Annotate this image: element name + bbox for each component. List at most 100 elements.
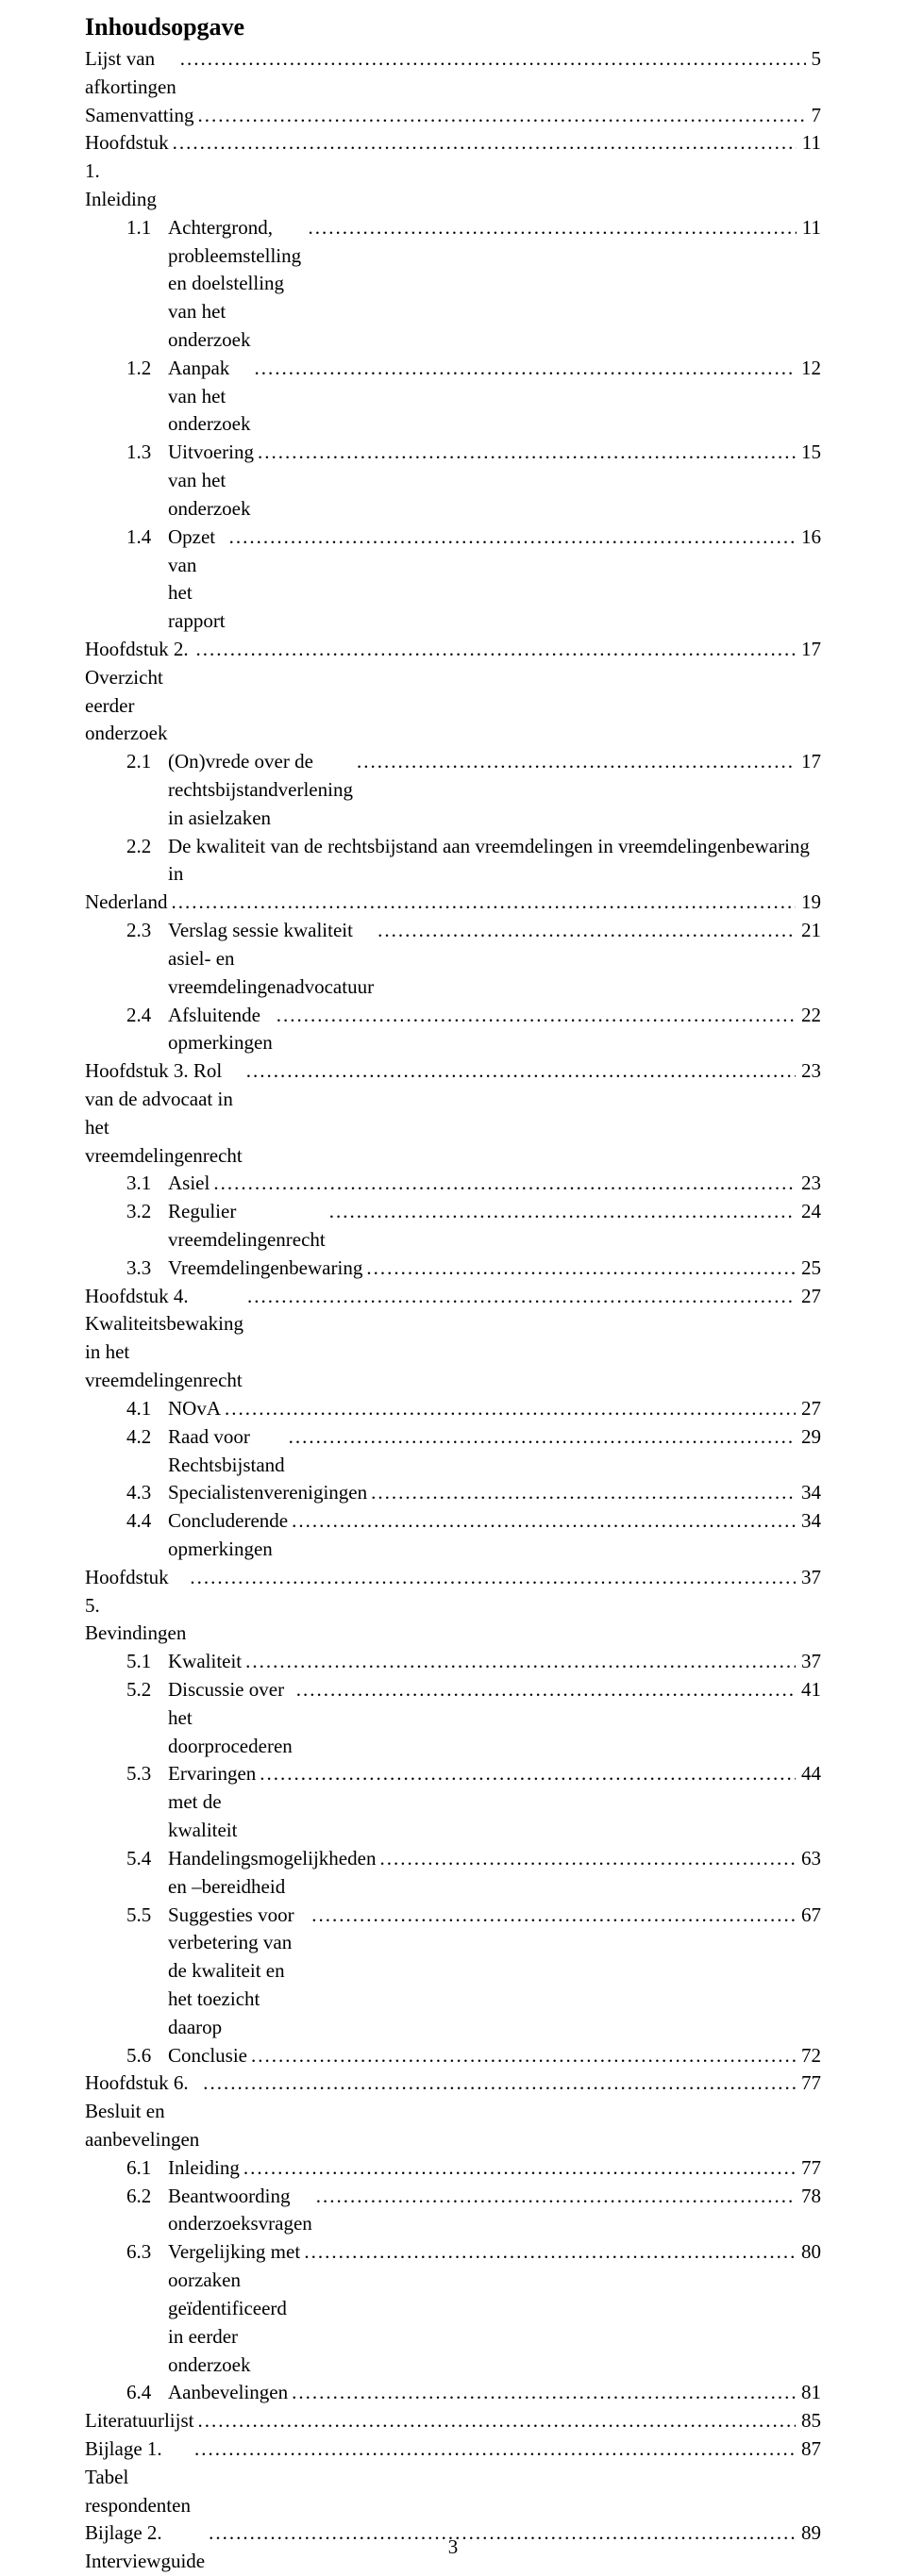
toc-entry-page: 22: [799, 1002, 821, 1030]
toc-entry-page: 12: [799, 355, 821, 383]
toc-entry-label: Lijst van afkortingen: [85, 45, 176, 102]
toc-entry-number: 5.3: [126, 1760, 168, 1788]
toc-entry-number: 5.2: [126, 1676, 168, 1704]
toc-entry-page: 27: [799, 1283, 821, 1311]
toc-entry-number: 5.4: [126, 1845, 168, 1873]
toc-entry-label: Kwaliteit: [168, 1648, 242, 1676]
toc-leader: [277, 1002, 796, 1030]
toc-leader: [258, 439, 796, 467]
toc-entry-page: 87: [799, 2435, 821, 2464]
toc-entry-number: 1.4: [126, 524, 168, 552]
toc-leader: [251, 2042, 796, 2070]
toc-entry-number: 6.4: [126, 2379, 168, 2407]
toc-entry: 2.2De kwaliteit van de rechtsbijstand aa…: [85, 833, 821, 889]
toc-entry: 6.3Vergelijking met oorzaken geïdentific…: [85, 2238, 821, 2379]
toc-entry: 3.1Asiel23: [85, 1170, 821, 1198]
toc-entry-number: 5.6: [126, 2042, 168, 2070]
toc-entry-label: Hoofdstuk 4. Kwaliteitsbewaking in het v…: [85, 1283, 243, 1395]
toc-entry-label: Ervaringen met de kwaliteit: [168, 1760, 256, 1844]
toc-entry-page: 7: [810, 102, 822, 130]
toc-entry: 1.3Uitvoering van het onderzoek15: [85, 439, 821, 523]
toc-entry: 3.2Regulier vreemdelingenrecht24: [85, 1198, 821, 1255]
toc-entry-page: 37: [799, 1648, 821, 1676]
toc-entry: Samenvatting7: [85, 102, 821, 130]
toc-leader: [329, 1198, 796, 1226]
toc-entry: 4.3Specialistenverenigingen34: [85, 1479, 821, 1507]
toc-entry-label: Opzet van het rapport: [168, 524, 226, 636]
toc-entry: 5.2Discussie over het doorprocederen 41: [85, 1676, 821, 1760]
toc-entry-label: Bijlage 1. Tabel respondenten: [85, 2435, 191, 2519]
toc-entry-label: Hoofdstuk 1. Inleiding: [85, 129, 169, 213]
toc-leader: [247, 1283, 796, 1311]
toc-entry-page: 16: [799, 524, 821, 552]
toc-entry-page: 21: [799, 917, 821, 945]
toc-entry-number: 1.1: [126, 214, 168, 242]
toc-entry-number: 3.3: [126, 1255, 168, 1283]
toc-entry-continuation: Nederland19: [85, 889, 821, 917]
toc-entry: 5.3Ervaringen met de kwaliteit44: [85, 1760, 821, 1844]
toc-leader: [292, 2379, 796, 2407]
toc-entry-number: 1.3: [126, 439, 168, 467]
toc-entry-number: 5.5: [126, 1902, 168, 1930]
toc-leader: [173, 129, 797, 158]
toc-leader: [371, 1479, 796, 1507]
toc-entry-page: 41: [799, 1676, 821, 1704]
toc-leader: [357, 748, 796, 776]
toc-leader: [366, 1255, 796, 1283]
toc-entry: 1.2Aanpak van het onderzoek12: [85, 355, 821, 439]
toc-entry-page: 23: [799, 1170, 821, 1198]
toc-leader: [296, 1676, 796, 1704]
toc-entry-label: Beantwoording onderzoeksvragen: [168, 2183, 312, 2239]
toc-entry-page: 72: [799, 2042, 821, 2070]
toc-entry: 2.1(On)vrede over de rechtsbijstandverle…: [85, 748, 821, 832]
toc-entry-label: Specialistenverenigingen: [168, 1479, 367, 1507]
toc-entry-label: Nederland: [85, 889, 167, 917]
toc-leader: [194, 2435, 796, 2464]
toc-leader: [190, 1564, 796, 1592]
toc-leader: [260, 1760, 796, 1788]
toc-entry: 2.3Verslag sessie kwaliteit asiel- en vr…: [85, 917, 821, 1001]
toc-entry: 2.4Afsluitende opmerkingen22: [85, 1002, 821, 1058]
toc-leader: [180, 45, 806, 74]
table-of-contents: Lijst van afkortingen5Samenvatting7Hoofd…: [85, 45, 821, 2576]
toc-entry: 5.1Kwaliteit 37: [85, 1648, 821, 1676]
toc-entry-page: 34: [799, 1507, 821, 1536]
toc-entry-page: 78: [799, 2183, 821, 2211]
toc-entry-number: 5.1: [126, 1648, 168, 1676]
toc-entry-label: Discussie over het doorprocederen: [168, 1676, 293, 1760]
toc-entry-label: Handelingsmogelijkheden en –bereidheid: [168, 1845, 376, 1902]
toc-entry-page: 5: [810, 45, 822, 74]
toc-entry-label: De kwaliteit van de rechtsbijstand aan v…: [168, 833, 821, 889]
toc-entry: 1.1Achtergrond, probleemstelling en doel…: [85, 214, 821, 355]
toc-entry-page: 27: [799, 1395, 821, 1423]
toc-entry: 6.1Inleiding77: [85, 2154, 821, 2183]
toc-leader: [195, 636, 796, 664]
toc-leader: [246, 1057, 796, 1086]
toc-leader: [292, 1507, 796, 1536]
toc-entry-page: 11: [800, 214, 821, 242]
toc-leader: [225, 1395, 796, 1423]
toc-leader: [243, 2154, 796, 2183]
toc-entry-number: 2.1: [126, 748, 168, 776]
toc-entry: Lijst van afkortingen 5: [85, 45, 821, 102]
toc-entry-label: Raad voor Rechtsbijstand: [168, 1423, 285, 1480]
toc-entry-page: 29: [799, 1423, 821, 1452]
toc-entry-label: Literatuurlijst: [85, 2407, 193, 2435]
toc-leader: [203, 2069, 796, 2098]
toc-title: Inhoudsopgave: [85, 13, 821, 42]
toc-entry-number: 4.3: [126, 1479, 168, 1507]
toc-leader: [171, 889, 796, 917]
toc-leader: [316, 2183, 796, 2211]
toc-entry: Literatuurlijst85: [85, 2407, 821, 2435]
toc-entry-number: 2.4: [126, 1002, 168, 1030]
toc-entry: 4.1NOvA27: [85, 1395, 821, 1423]
toc-entry: Bijlage 1. Tabel respondenten 87: [85, 2435, 821, 2519]
toc-entry: 4.4Concluderende opmerkingen34: [85, 1507, 821, 1564]
toc-entry-label: Hoofdstuk 6. Besluit en aanbevelingen: [85, 2069, 199, 2153]
toc-entry-page: 81: [799, 2379, 821, 2407]
toc-entry-label: Inleiding: [168, 2154, 240, 2183]
toc-entry-label: Regulier vreemdelingenrecht: [168, 1198, 326, 1255]
toc-entry-label: Verslag sessie kwaliteit asiel- en vreem…: [168, 917, 374, 1001]
toc-entry-number: 6.3: [126, 2238, 168, 2267]
toc-entry-page: 63: [799, 1845, 821, 1873]
